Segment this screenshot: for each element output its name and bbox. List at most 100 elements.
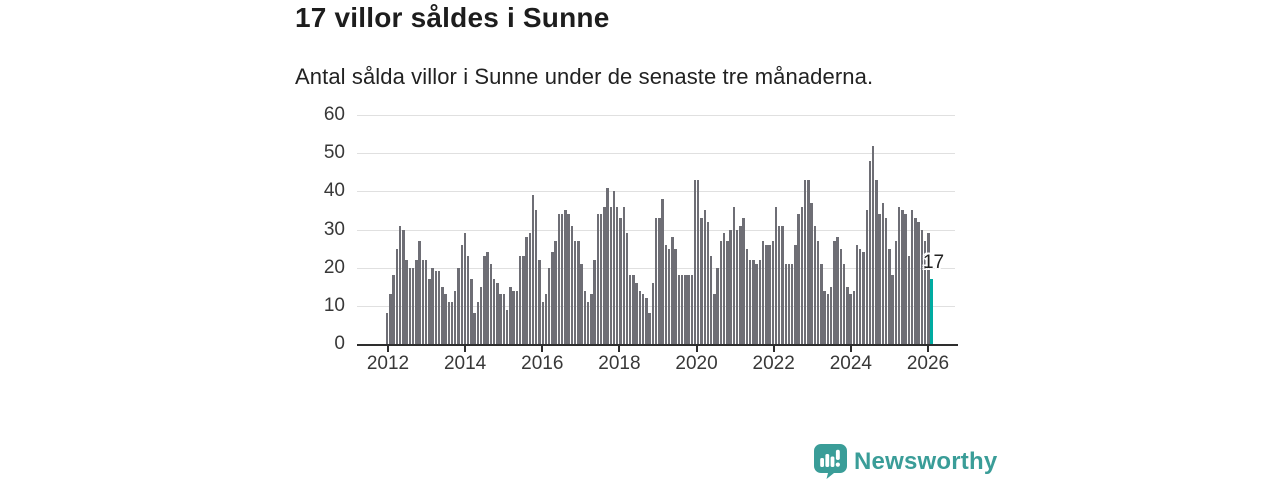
- bar: [732, 206, 736, 344]
- bar: [648, 313, 651, 344]
- bar: [690, 275, 693, 344]
- bar: [428, 279, 431, 344]
- bar: [910, 210, 914, 344]
- bar: [389, 294, 392, 344]
- bar: [722, 233, 726, 344]
- bar: [564, 210, 567, 344]
- bar: [635, 282, 638, 344]
- bar: [402, 229, 405, 344]
- x-axis-tick: [849, 346, 852, 352]
- bar: [525, 237, 528, 344]
- bar: [486, 252, 489, 344]
- bar: [499, 294, 502, 344]
- bar: [658, 218, 661, 344]
- bar: [826, 294, 830, 344]
- bar: [441, 286, 444, 344]
- bar: [616, 206, 619, 344]
- bar: [855, 244, 859, 344]
- bar: [492, 279, 496, 344]
- y-axis-tick-label: 0: [334, 333, 345, 354]
- bar: [489, 263, 493, 344]
- bar: [917, 221, 920, 344]
- bar: [706, 221, 710, 344]
- x-axis-tick-label: 2026: [906, 353, 950, 374]
- bar: [894, 240, 898, 344]
- bar: [839, 248, 843, 344]
- bar: [888, 248, 891, 344]
- bar: [619, 218, 622, 344]
- bar: [784, 263, 787, 344]
- x-axis-tick-label: 2024: [829, 353, 872, 374]
- gridline: [357, 115, 955, 116]
- bar: [710, 256, 713, 344]
- bar: [603, 206, 606, 344]
- bar: [803, 179, 807, 344]
- bar: [687, 275, 690, 344]
- bar: [629, 275, 632, 344]
- bar: [612, 191, 616, 344]
- x-axis-tick-label: 2014: [443, 353, 487, 374]
- bar: [408, 267, 412, 344]
- y-axis-tick-label: 60: [323, 104, 345, 125]
- bar: [765, 244, 768, 344]
- bar: [865, 210, 868, 344]
- bar: [852, 290, 855, 344]
- bar: [479, 286, 483, 344]
- bar: [829, 286, 833, 344]
- bar: [538, 260, 541, 344]
- bar: [667, 248, 671, 344]
- bar: [862, 252, 865, 344]
- bar: [693, 179, 697, 344]
- bar: [424, 260, 428, 344]
- bar: [726, 240, 729, 344]
- bar: [560, 214, 564, 344]
- bar: [674, 248, 677, 344]
- bar: [836, 237, 839, 344]
- chart-title: 17 villor såldes i Sunne: [295, 2, 610, 33]
- bar: [586, 302, 590, 344]
- bar: [583, 290, 587, 344]
- x-axis-tick: [926, 346, 929, 352]
- bar: [810, 202, 813, 344]
- bar: [531, 195, 535, 344]
- bar: [881, 202, 885, 344]
- bar: [859, 248, 862, 344]
- x-axis-tick: [695, 346, 698, 352]
- bar: [431, 267, 434, 344]
- plot-area: 17: [357, 115, 957, 344]
- bar: [680, 275, 684, 344]
- bar: [774, 206, 778, 344]
- bar: [716, 267, 719, 344]
- bar: [823, 290, 826, 344]
- bar: [651, 282, 655, 344]
- bar: [907, 256, 911, 344]
- bar: [641, 294, 645, 344]
- bar: [512, 290, 515, 344]
- bar: [421, 260, 425, 344]
- bar: [606, 187, 609, 344]
- bar: [703, 210, 706, 344]
- bar: [771, 240, 774, 344]
- bar: [833, 240, 836, 344]
- bar: [554, 240, 557, 344]
- bar: [742, 218, 745, 344]
- bar: [557, 214, 561, 344]
- bar: [638, 290, 642, 344]
- bar: [418, 240, 421, 344]
- bar: [901, 210, 904, 344]
- bar: [884, 218, 888, 344]
- bar: [505, 309, 509, 344]
- bar: [457, 267, 460, 344]
- x-axis-tick-label: 2018: [598, 353, 641, 374]
- bar: [671, 237, 674, 344]
- y-axis-tick-label: 10: [323, 294, 345, 316]
- bar: [846, 286, 849, 344]
- bar: [483, 256, 486, 344]
- bar: [454, 290, 457, 344]
- bar: [528, 233, 531, 344]
- x-axis-tick-label: 2020: [675, 353, 718, 374]
- bar: [729, 229, 732, 344]
- bar: [551, 252, 554, 344]
- bar: [791, 263, 794, 344]
